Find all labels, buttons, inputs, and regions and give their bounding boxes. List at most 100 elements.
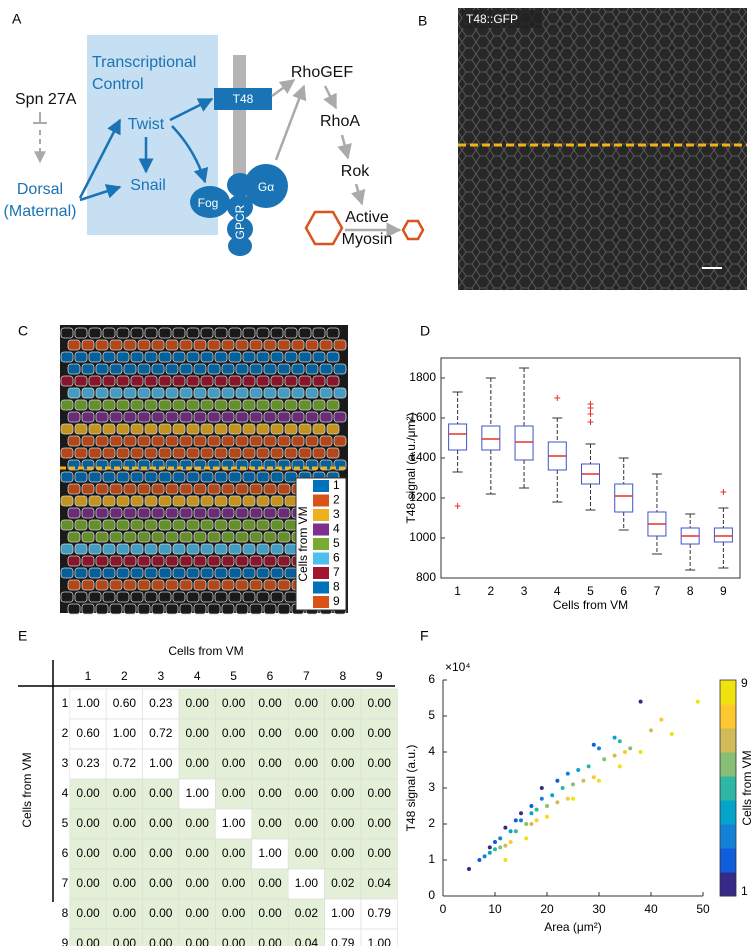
colorbar-segment [720, 680, 736, 705]
cell [312, 399, 326, 411]
table-cell [142, 778, 180, 810]
cell [242, 375, 256, 387]
cell [74, 447, 88, 459]
cell [109, 483, 123, 495]
cell [270, 423, 284, 435]
cell-value: 1.00 [222, 816, 246, 830]
cell [270, 543, 284, 555]
cell [95, 411, 109, 423]
cell [88, 447, 102, 459]
cell [214, 471, 228, 483]
cell [74, 519, 88, 531]
table-cell [105, 868, 143, 900]
arrow [169, 97, 214, 122]
cell-value: 0.00 [295, 696, 319, 710]
cell [298, 399, 312, 411]
cell [123, 411, 137, 423]
legend-swatch [313, 552, 329, 565]
cell [256, 543, 270, 555]
point [519, 811, 523, 816]
cell-value: 0.00 [331, 696, 355, 710]
colorbar-segment [720, 752, 736, 777]
cell [263, 363, 277, 375]
cell [144, 447, 158, 459]
cell [284, 495, 298, 507]
cell-value: 1.00 [295, 876, 319, 890]
table-cell [324, 748, 362, 780]
arrow [171, 125, 209, 184]
table-cell [69, 808, 107, 840]
table-cell [69, 898, 107, 930]
cell [284, 375, 298, 387]
cell [144, 495, 158, 507]
cell [312, 375, 326, 387]
colorbar-segment [720, 776, 736, 801]
arrow [274, 84, 307, 161]
cell [179, 555, 193, 567]
cell [130, 327, 144, 339]
point [545, 804, 549, 808]
cell [67, 363, 81, 375]
cell-value: 0.00 [149, 936, 173, 946]
cell-value: 0.00 [331, 816, 355, 830]
cell [333, 411, 347, 423]
point [508, 840, 513, 844]
cell [137, 363, 151, 375]
cell [67, 603, 81, 615]
point [498, 836, 503, 841]
cell [249, 339, 263, 351]
cell [277, 603, 291, 615]
cell [102, 495, 116, 507]
cell [235, 507, 249, 519]
cell [312, 327, 326, 339]
cell [228, 591, 242, 603]
point [524, 836, 529, 841]
cell [116, 567, 130, 579]
cell [102, 423, 116, 435]
node-label: Spn 27A [15, 91, 77, 108]
cell [179, 579, 193, 591]
cell [207, 411, 221, 423]
panel-label: A [12, 11, 22, 27]
cell [74, 495, 88, 507]
cell [67, 555, 81, 567]
cell-value: 0.00 [113, 936, 137, 946]
cell [88, 543, 102, 555]
cell [123, 531, 137, 543]
cell [235, 363, 249, 375]
point [524, 822, 529, 826]
cell [193, 411, 207, 423]
cell-value: 0.00 [76, 906, 100, 920]
cell [235, 579, 249, 591]
cell [277, 411, 291, 423]
cell [193, 603, 207, 615]
cell [130, 519, 144, 531]
cell [256, 471, 270, 483]
cell [256, 351, 270, 363]
cell [81, 363, 95, 375]
cell [186, 447, 200, 459]
x-tick-label: 0 [440, 902, 447, 916]
cell [228, 351, 242, 363]
point [597, 778, 601, 783]
cell-value: 0.00 [76, 876, 100, 890]
cell [284, 327, 298, 339]
cell [172, 543, 186, 555]
cell [214, 447, 228, 459]
cell [284, 471, 298, 483]
cell [228, 327, 242, 339]
cell [186, 471, 200, 483]
table-cell [105, 778, 143, 810]
cell-value: 0.00 [149, 876, 173, 890]
cell [249, 579, 263, 591]
cell [284, 351, 298, 363]
cell [88, 423, 102, 435]
table-cell [142, 688, 180, 720]
cell-value: 0.00 [186, 756, 210, 770]
cell [242, 447, 256, 459]
outlier [720, 489, 727, 495]
table-cell [251, 688, 289, 720]
cell [284, 591, 298, 603]
cell [95, 531, 109, 543]
arrows [271, 78, 402, 238]
